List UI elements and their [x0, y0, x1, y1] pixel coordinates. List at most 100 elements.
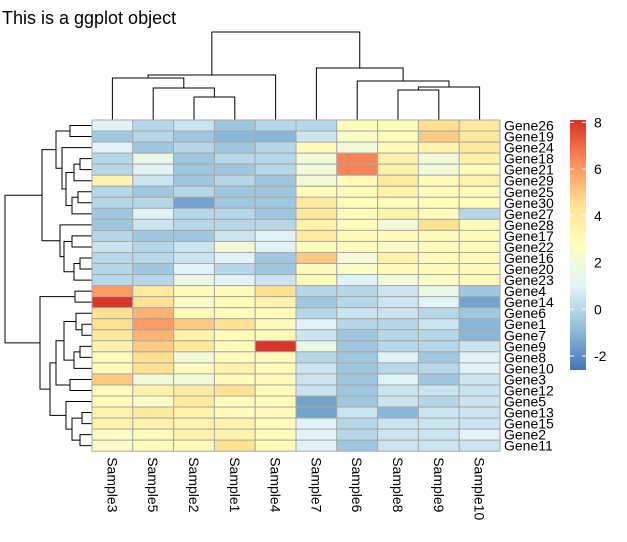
row-dendrogram-branch: [81, 412, 92, 425]
heatmap-cell: [213, 329, 256, 342]
heatmap-cell: [132, 417, 175, 430]
row-dendrogram-branch: [55, 130, 70, 169]
heatmap-cell: [417, 351, 460, 364]
heatmap-cell: [458, 406, 501, 419]
heatmap-cell: [213, 307, 256, 320]
heatmap-cell: [132, 141, 175, 154]
heatmap-cell: [132, 395, 175, 408]
heatmap-cell: [213, 285, 256, 298]
heatmap-cell: [458, 263, 501, 276]
heatmap-cell: [132, 163, 175, 176]
legend-color-bar: [570, 120, 586, 370]
heatmap-cell: [173, 351, 215, 364]
row-dendrogram-branch: [73, 263, 92, 281]
heatmap-cell: [336, 141, 379, 154]
heatmap-cell: [173, 163, 215, 176]
heatmap-cell: [458, 229, 501, 242]
heatmap-cell: [377, 285, 419, 298]
heatmap-cell: [132, 318, 175, 331]
heatmap-cell: [295, 285, 338, 298]
heatmap-cell: [458, 439, 501, 452]
heatmap-cell: [173, 296, 215, 309]
chart-title: This is a ggplot object: [2, 8, 176, 28]
heatmap-cell: [295, 207, 338, 220]
heatmap-cell: [173, 196, 215, 209]
heatmap-cell: [213, 351, 256, 364]
heatmap-cell: [417, 373, 460, 386]
heatmap-cell: [91, 329, 134, 342]
heatmap-cell: [132, 384, 175, 397]
heatmap-cell: [213, 130, 256, 143]
heatmap-cell: [336, 340, 379, 353]
heatmap-cell: [295, 130, 338, 143]
row-label: Gene27: [504, 206, 554, 222]
heatmap-cell: [295, 196, 338, 209]
heatmap-cell: [173, 229, 215, 242]
heatmap-cell: [173, 329, 215, 342]
heatmap-cell: [295, 307, 338, 320]
heatmap-cell: [295, 119, 338, 132]
heatmap-cell: [91, 163, 134, 176]
heatmap-cell: [458, 373, 501, 386]
heatmap-cell: [295, 163, 338, 176]
heatmap-cell: [417, 329, 460, 342]
heatmap-cell: [213, 373, 256, 386]
heatmap-cell: [254, 240, 297, 253]
heatmap-cell: [254, 163, 297, 176]
heatmap-cell: [254, 329, 297, 342]
column-dendrogram-branch: [417, 86, 481, 120]
heatmap-cell: [458, 417, 501, 430]
column-dendrogram-branch: [315, 67, 404, 120]
heatmap-cell: [254, 229, 297, 242]
heatmap-cell: [458, 340, 501, 353]
heatmap-cell: [458, 119, 501, 132]
heatmap-cell: [458, 384, 501, 397]
column-dendrogram: [111, 31, 481, 120]
heatmap-cell: [254, 119, 297, 132]
heatmap-cell: [213, 362, 256, 375]
heatmap-cell: [132, 174, 175, 187]
heatmap-cell: [91, 185, 134, 198]
heatmap-cell: [458, 152, 501, 165]
heatmap-cell: [336, 351, 379, 364]
heatmap-cell: [336, 428, 379, 441]
heatmap-cell: [254, 373, 297, 386]
heatmap-cell: [336, 406, 379, 419]
heatmap-cell: [91, 152, 134, 165]
heatmap-cell: [91, 196, 134, 209]
heatmap-cell: [458, 196, 501, 209]
row-dendrogram-branch: [65, 171, 74, 207]
heatmap-cell: [295, 296, 338, 309]
heatmap-cell: [417, 196, 460, 209]
heatmap-cell: [417, 218, 460, 231]
heatmap-cell: [295, 274, 338, 287]
heatmap-cell: [254, 439, 297, 452]
heatmap-cell: [377, 196, 419, 209]
heatmap-cell: [377, 406, 419, 419]
heatmap-cell: [295, 229, 338, 242]
heatmap-cell: [417, 229, 460, 242]
heatmap-cell: [377, 307, 419, 320]
heatmap-cell: [336, 439, 379, 452]
heatmap-cell: [377, 274, 419, 287]
heatmap-cell: [417, 240, 460, 253]
heatmap-cell: [91, 251, 134, 265]
row-dendrogram-branch: [73, 351, 92, 369]
heatmap-cell: [295, 218, 338, 231]
column-dendrogram-branch: [152, 87, 215, 120]
heatmap-cell: [377, 395, 419, 408]
heatmap-cell: [336, 185, 379, 198]
heatmap-cell: [132, 329, 175, 342]
column-label: Sample1: [227, 457, 243, 512]
heatmap-cell: [91, 318, 134, 331]
heatmap-cell: [458, 362, 501, 375]
row-label: Gene1: [504, 316, 546, 332]
heatmap-cell: [336, 152, 379, 165]
heatmap-cell: [91, 130, 134, 143]
row-label: Gene29: [504, 173, 554, 189]
heatmap-cell: [254, 307, 297, 320]
heatmap-cell: [173, 119, 215, 132]
heatmap-cell: [132, 274, 175, 287]
heatmap-cell: [377, 384, 419, 397]
